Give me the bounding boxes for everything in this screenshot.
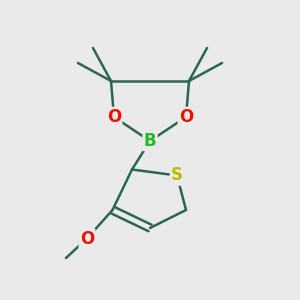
Text: S: S <box>171 167 183 184</box>
Text: B: B <box>144 132 156 150</box>
Text: O: O <box>80 230 94 247</box>
Text: O: O <box>107 108 121 126</box>
Text: O: O <box>179 108 193 126</box>
